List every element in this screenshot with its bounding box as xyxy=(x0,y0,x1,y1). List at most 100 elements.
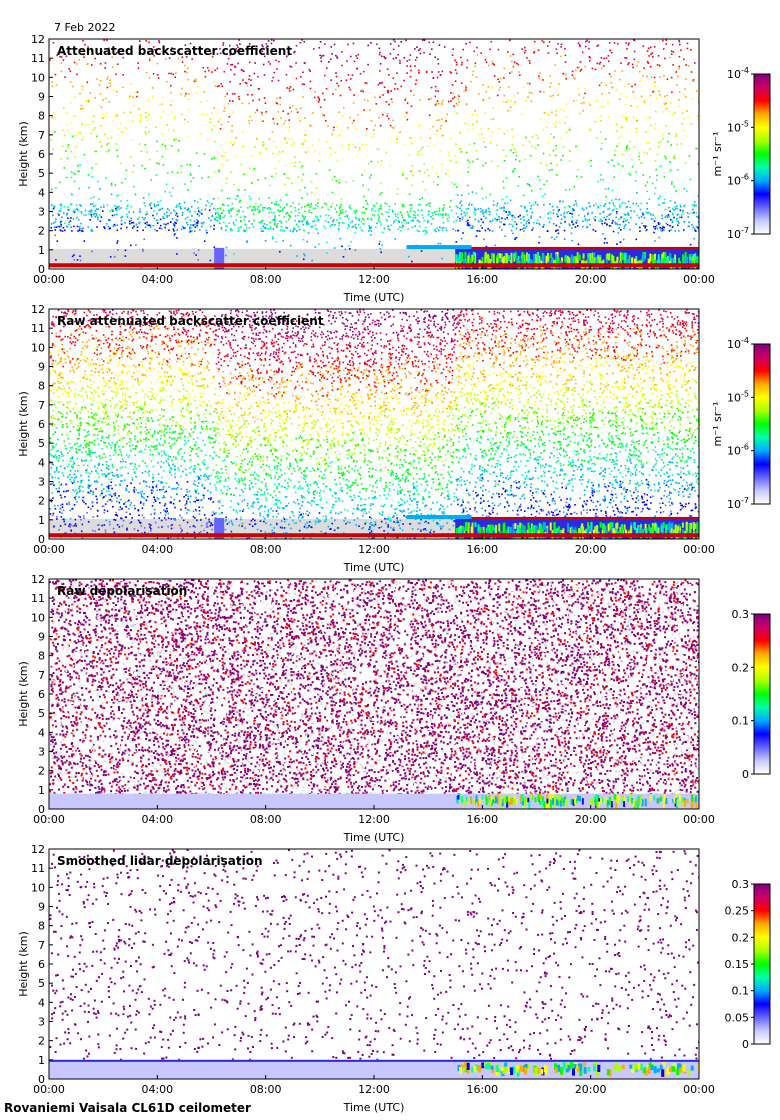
y-tick-label: 12 xyxy=(31,573,45,586)
x-tick-label: 20:00 xyxy=(575,1083,607,1096)
y-tick-label: 3 xyxy=(38,746,45,759)
y-tick-label: 2 xyxy=(38,1035,45,1048)
y-tick-label: 8 xyxy=(38,920,45,933)
y-tick-label: 7 xyxy=(38,129,45,142)
colorbar: 0.3 0.25 0.2 0.15 0.1 0.05 0 xyxy=(725,878,771,1051)
panel-title: Smoothed lidar depolarisation xyxy=(57,854,263,868)
y-tick-label: 9 xyxy=(38,901,45,914)
y-tick-label: 4 xyxy=(38,726,45,739)
x-tick-label: 20:00 xyxy=(575,813,607,826)
colorbar-unit: m⁻¹ sr⁻¹ xyxy=(711,402,724,447)
colorbar-tick-label: 0.2 xyxy=(732,661,750,674)
x-tick-label: 04:00 xyxy=(141,1083,173,1096)
colorbar-tick-label: 0.3 xyxy=(732,878,750,891)
x-axis-label: Time (UTC) xyxy=(343,1101,405,1114)
y-tick-label: 10 xyxy=(31,611,45,624)
colorbar-tick-label: 0.1 xyxy=(732,985,750,998)
colorbar: 0.3 0.2 0.1 0 xyxy=(732,608,771,781)
x-tick-label: 12:00 xyxy=(358,813,390,826)
x-tick-label: 04:00 xyxy=(141,273,173,286)
y-tick-label: 0 xyxy=(38,533,45,546)
colorbar-tick-label: 10-5 xyxy=(727,119,749,134)
y-tick-label: 10 xyxy=(31,341,45,354)
y-tick-label: 4 xyxy=(38,456,45,469)
y-tick-label: 2 xyxy=(38,495,45,508)
x-tick-label: 08:00 xyxy=(250,543,282,556)
y-tick-label: 6 xyxy=(38,418,45,431)
x-tick-label: 16:00 xyxy=(466,543,498,556)
date-label: 7 Feb 2022 xyxy=(54,21,115,34)
heatmap-area xyxy=(49,39,699,269)
y-tick-label: 7 xyxy=(38,399,45,412)
y-tick-label: 4 xyxy=(38,186,45,199)
colorbar-tick-label: 0 xyxy=(742,768,749,781)
y-tick-label: 8 xyxy=(38,110,45,123)
colorbar-tick-label: 0.15 xyxy=(725,958,750,971)
y-tick-label: 12 xyxy=(31,303,45,316)
x-tick-label: 08:00 xyxy=(250,813,282,826)
x-tick-label: 12:00 xyxy=(358,273,390,286)
y-tick-label: 1 xyxy=(38,784,45,797)
colorbar-gradient xyxy=(753,613,771,775)
heatmap-area xyxy=(49,309,699,539)
colorbar-unit: m⁻¹ sr⁻¹ xyxy=(711,132,724,177)
x-tick-label: 04:00 xyxy=(141,813,173,826)
y-tick-label: 5 xyxy=(38,167,45,180)
x-tick-label: 04:00 xyxy=(141,543,173,556)
colorbar: 10-4 10-5 10-6 10-7 m⁻¹ sr⁻¹ xyxy=(711,66,771,241)
y-tick-label: 9 xyxy=(38,631,45,644)
colorbar: 10-4 10-5 10-6 10-7 m⁻¹ sr⁻¹ xyxy=(711,336,771,511)
y-tick-label: 7 xyxy=(38,939,45,952)
colorbar-tick-label: 10-5 xyxy=(727,389,749,404)
x-tick-label: 20:00 xyxy=(575,543,607,556)
y-tick-label: 1 xyxy=(38,244,45,257)
x-tick-label: 00:00 xyxy=(33,813,65,826)
y-tick-label: 10 xyxy=(31,71,45,84)
colorbar-tick-label: 10-7 xyxy=(727,226,749,241)
x-axis-label: Time (UTC) xyxy=(343,831,405,844)
x-tick-label: 00:00 xyxy=(683,543,715,556)
x-axis-label: Time (UTC) xyxy=(343,561,405,574)
y-tick-label: 12 xyxy=(31,33,45,46)
x-tick-label: 16:00 xyxy=(466,273,498,286)
y-tick-label: 0 xyxy=(38,263,45,276)
colorbar-tick-label: 0.25 xyxy=(725,905,750,918)
y-tick-label: 11 xyxy=(31,52,45,65)
y-tick-label: 11 xyxy=(31,862,45,875)
panel-title: Raw depolarisation xyxy=(57,584,187,598)
x-tick-label: 12:00 xyxy=(358,1083,390,1096)
colorbar-tick-label: 0.2 xyxy=(732,931,750,944)
instrument-label: Rovaniemi Vaisala CL61D ceilometer xyxy=(4,1101,251,1115)
x-tick-label: 00:00 xyxy=(33,543,65,556)
panel-title: Attenuated backscatter coefficient xyxy=(57,44,292,58)
y-tick-label: 11 xyxy=(31,592,45,605)
x-tick-label: 08:00 xyxy=(250,1083,282,1096)
y-axis-label: Height (km) xyxy=(17,931,30,997)
colorbar-tick-label: 0.1 xyxy=(732,715,750,728)
y-tick-label: 7 xyxy=(38,669,45,682)
colorbar-tick-label: 10-6 xyxy=(727,173,749,188)
x-tick-label: 00:00 xyxy=(683,1083,715,1096)
colorbar-gradient xyxy=(753,343,771,505)
y-tick-label: 9 xyxy=(38,91,45,104)
y-axis-label: Height (km) xyxy=(17,391,30,457)
colorbar-tick-label: 0.3 xyxy=(732,608,750,621)
colorbar-tick-label: 10-4 xyxy=(727,336,749,351)
x-tick-label: 16:00 xyxy=(466,1083,498,1096)
x-tick-label: 00:00 xyxy=(683,813,715,826)
y-tick-label: 10 xyxy=(31,881,45,894)
colorbar-gradient xyxy=(753,73,771,235)
heatmap-area xyxy=(49,579,699,809)
y-tick-label: 11 xyxy=(31,322,45,335)
y-tick-label: 3 xyxy=(38,1016,45,1029)
y-tick-label: 6 xyxy=(38,958,45,971)
y-tick-label: 5 xyxy=(38,437,45,450)
heatmap-area xyxy=(49,849,699,1079)
y-tick-label: 3 xyxy=(38,476,45,489)
panel-title: Raw attenuated backscatter coefficient xyxy=(57,314,324,328)
